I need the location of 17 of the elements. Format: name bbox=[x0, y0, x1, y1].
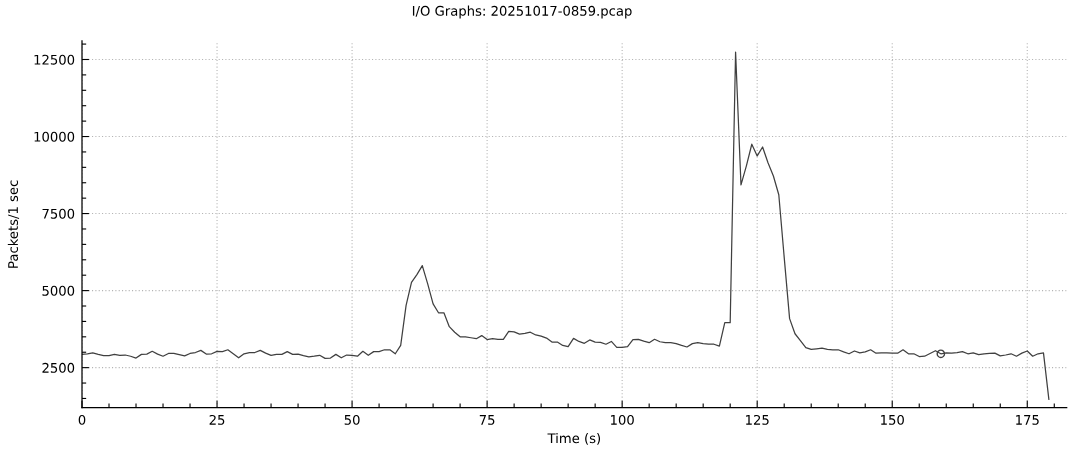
y-tick-label: 7500 bbox=[42, 208, 75, 219]
y-tick-label: 5000 bbox=[42, 285, 75, 296]
x-tick-label: 175 bbox=[1016, 415, 1039, 425]
x-tick-label: 0 bbox=[78, 414, 86, 425]
x-tick-label: 125 bbox=[746, 414, 769, 425]
chart-title: I/O Graphs: 20251017-0859.pcap bbox=[412, 5, 632, 19]
y-axis-title: Packets/1 sec bbox=[7, 180, 20, 268]
x-tick-label: 50 bbox=[344, 414, 360, 425]
y-tick-label: 2500 bbox=[42, 362, 75, 373]
line-series bbox=[82, 51, 1050, 401]
x-tick-label: 150 bbox=[881, 414, 904, 425]
x-tick-label: 25 bbox=[209, 414, 225, 425]
y-tick-label: 10000 bbox=[34, 131, 75, 142]
y-tick-label: 12500 bbox=[34, 54, 75, 65]
x-tick-label: 100 bbox=[611, 414, 634, 425]
x-tick-label: 75 bbox=[479, 415, 495, 425]
x-axis-title: Time (s) bbox=[547, 432, 601, 445]
